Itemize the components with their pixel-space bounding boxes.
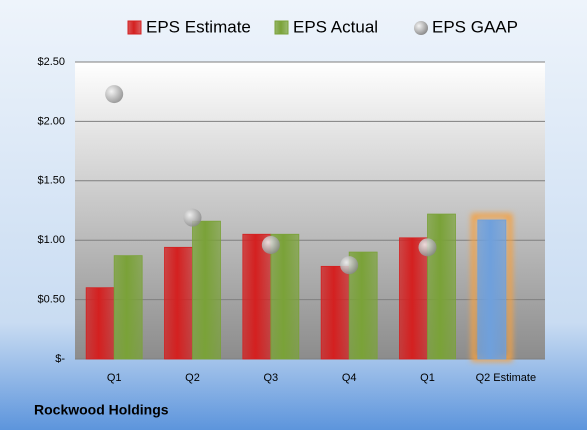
bar <box>164 246 193 360</box>
y-tick-label: $2.00 <box>37 115 65 127</box>
bar <box>85 287 115 360</box>
x-tick-label: Q1 <box>420 372 435 384</box>
point <box>105 85 124 104</box>
legend-marker <box>274 20 289 35</box>
x-tick-label: Q2 <box>185 372 200 384</box>
point <box>261 235 280 254</box>
point <box>183 208 202 227</box>
x-tick-label: Q3 <box>263 372 278 384</box>
point <box>340 256 359 275</box>
point <box>418 238 437 257</box>
legend-marker <box>414 21 428 35</box>
y-tick-label: $1.00 <box>37 234 65 246</box>
bar <box>113 255 143 360</box>
x-tick-label: Q2 Estimate <box>476 372 537 384</box>
bar <box>399 237 428 360</box>
plot-area <box>75 62 545 359</box>
y-tick-label: $1.50 <box>37 175 65 187</box>
bar <box>477 219 507 360</box>
legend-label: EPS Estimate <box>146 17 251 36</box>
x-tick-label: Q1 <box>107 372 122 384</box>
bar <box>242 233 272 360</box>
legend-label: EPS Actual <box>293 17 378 36</box>
bar <box>270 233 300 360</box>
y-tick-label: $2.50 <box>37 56 65 68</box>
y-tick-label: $0.50 <box>37 294 65 306</box>
bar <box>192 220 221 360</box>
caption: Rockwood Holdings <box>34 402 169 418</box>
bar <box>320 265 350 360</box>
legend-label: EPS GAAP <box>432 17 518 36</box>
legend-marker <box>127 20 142 35</box>
x-tick-label: Q4 <box>342 372 357 384</box>
y-tick-label: $- <box>55 353 65 365</box>
bar <box>427 213 456 360</box>
